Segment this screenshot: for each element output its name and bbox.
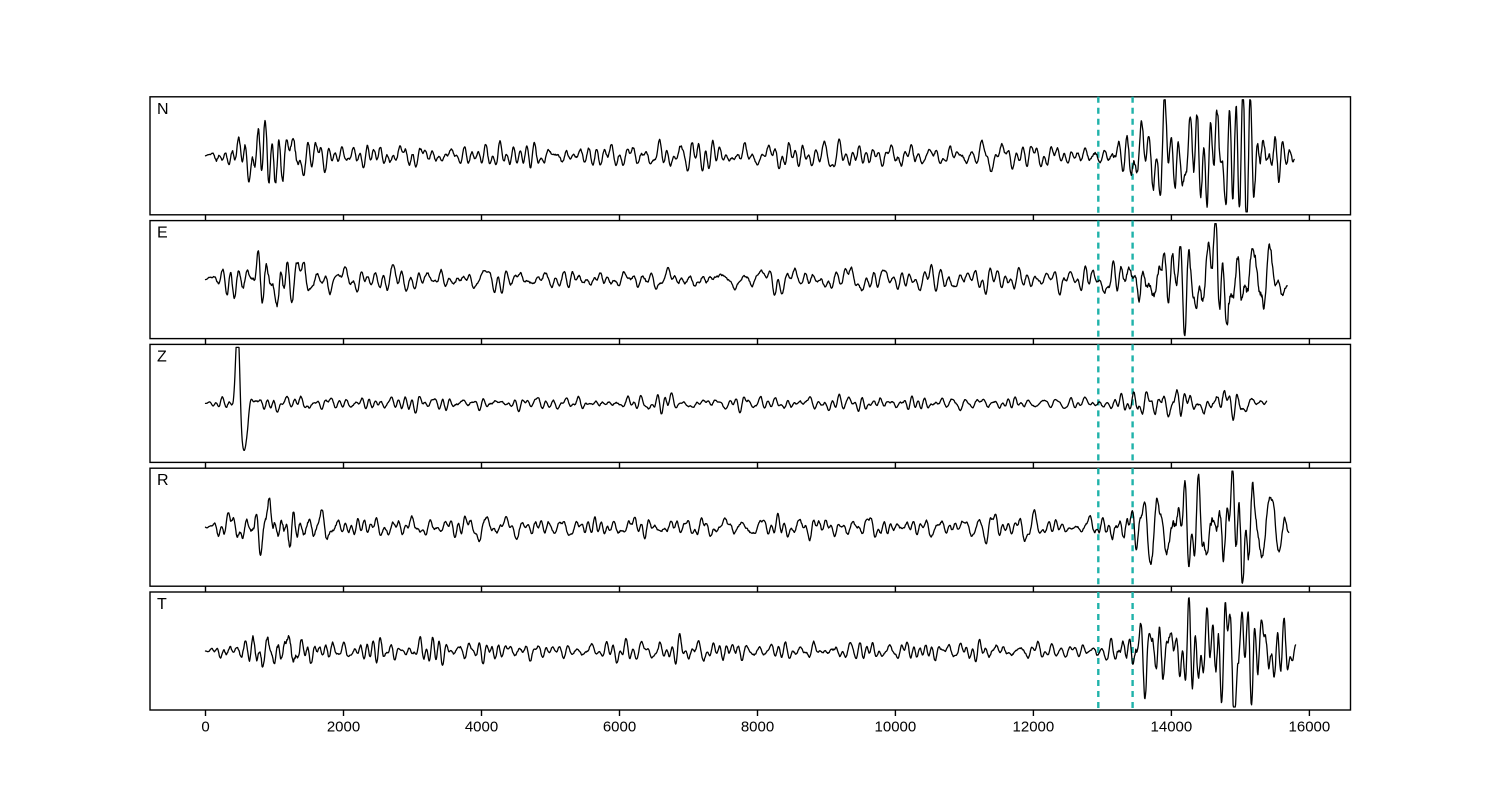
svg-text:4000: 4000 <box>465 719 498 736</box>
svg-text:R: R <box>157 472 169 489</box>
svg-text:14000: 14000 <box>1151 719 1193 736</box>
svg-text:N: N <box>157 101 169 118</box>
svg-text:0: 0 <box>201 719 209 736</box>
svg-text:Z: Z <box>157 348 167 365</box>
svg-text:2000: 2000 <box>327 719 360 736</box>
svg-text:10000: 10000 <box>875 719 917 736</box>
svg-text:6000: 6000 <box>603 719 636 736</box>
svg-text:16000: 16000 <box>1289 719 1331 736</box>
svg-text:8000: 8000 <box>741 719 774 736</box>
svg-text:12000: 12000 <box>1013 719 1055 736</box>
svg-text:E: E <box>157 225 168 242</box>
svg-text:T: T <box>157 596 167 613</box>
